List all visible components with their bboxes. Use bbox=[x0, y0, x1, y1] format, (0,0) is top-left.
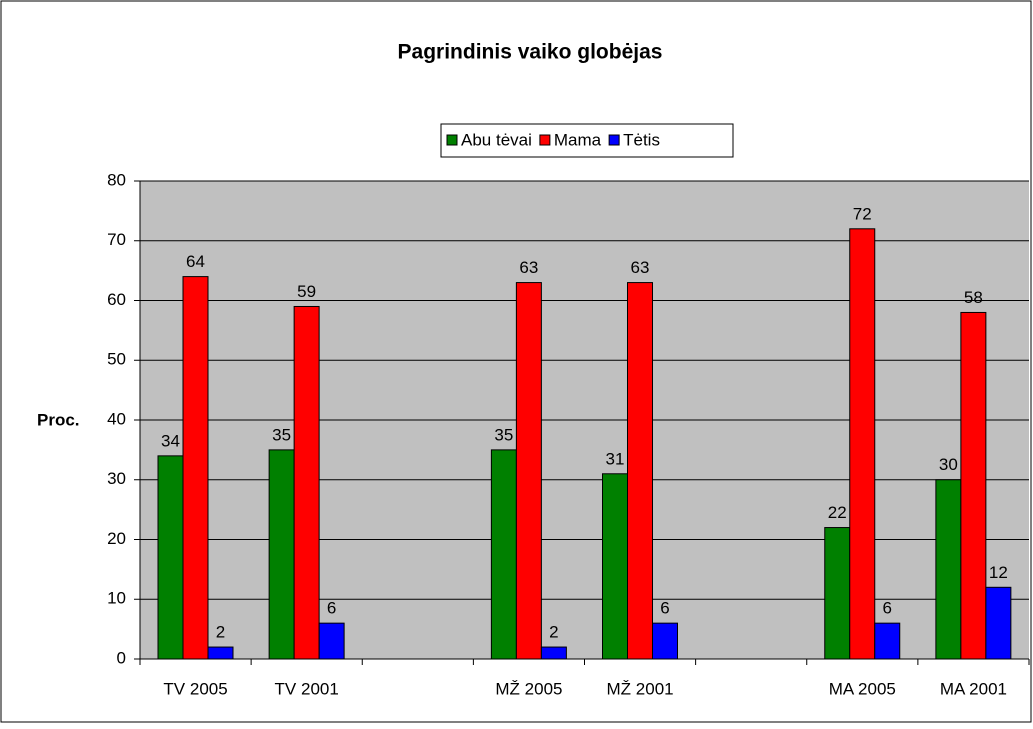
data-label: 35 bbox=[494, 425, 513, 444]
y-tick-label: 60 bbox=[107, 290, 126, 309]
bar bbox=[824, 527, 851, 660]
bar bbox=[182, 276, 209, 660]
x-tick-label: MA 2005 bbox=[829, 679, 896, 698]
bar bbox=[960, 311, 987, 660]
legend-swatch bbox=[446, 134, 458, 146]
legend-label: Abu tėvai bbox=[461, 130, 532, 149]
y-tick-label: 30 bbox=[107, 469, 126, 488]
y-tick-label: 0 bbox=[117, 648, 126, 667]
data-label: 35 bbox=[272, 425, 291, 444]
x-tick-label: TV 2005 bbox=[163, 679, 227, 698]
bar bbox=[874, 622, 901, 660]
data-label: 59 bbox=[297, 282, 316, 301]
legend-box bbox=[440, 123, 734, 158]
bar bbox=[849, 228, 876, 660]
y-axis-label: Proc. bbox=[37, 410, 80, 429]
y-tick-label: 40 bbox=[107, 409, 126, 428]
data-label: 34 bbox=[161, 431, 180, 450]
data-label: 64 bbox=[186, 252, 205, 271]
data-label: 2 bbox=[216, 623, 225, 642]
bar bbox=[157, 455, 184, 660]
data-label: 12 bbox=[989, 563, 1008, 582]
bar bbox=[515, 282, 542, 660]
data-label: 58 bbox=[964, 288, 983, 307]
bar bbox=[293, 305, 320, 660]
legend-label: Tėtis bbox=[623, 130, 660, 149]
bar bbox=[602, 473, 628, 660]
bar bbox=[207, 646, 234, 660]
data-label: 63 bbox=[631, 258, 650, 277]
x-tick-label: MŽ 2005 bbox=[495, 679, 562, 698]
bar bbox=[490, 449, 517, 660]
data-label: 6 bbox=[660, 599, 669, 618]
chart-title: Pagrindinis vaiko globėjas bbox=[398, 41, 663, 64]
x-tick-label: TV 2001 bbox=[275, 679, 339, 698]
x-tick-label: MA 2001 bbox=[940, 679, 1007, 698]
data-label: 2 bbox=[549, 623, 558, 642]
legend-swatch bbox=[539, 134, 551, 146]
bar bbox=[268, 449, 295, 660]
data-label: 6 bbox=[327, 599, 336, 618]
legend-label: Mama bbox=[554, 130, 602, 149]
bar bbox=[935, 479, 962, 660]
data-label: 22 bbox=[828, 503, 847, 522]
y-tick-label: 50 bbox=[107, 350, 126, 369]
bar bbox=[540, 646, 567, 660]
y-tick-label: 80 bbox=[107, 170, 126, 189]
bar bbox=[652, 622, 678, 660]
data-label: 30 bbox=[939, 455, 958, 474]
legend-swatch bbox=[608, 134, 620, 146]
data-label: 6 bbox=[883, 599, 892, 618]
data-label: 63 bbox=[519, 258, 538, 277]
bar bbox=[985, 586, 1012, 660]
data-label: 31 bbox=[606, 449, 625, 468]
bar bbox=[318, 622, 345, 660]
data-label: 72 bbox=[853, 204, 872, 223]
x-tick-label: MŽ 2001 bbox=[607, 679, 674, 698]
bar bbox=[627, 282, 653, 660]
y-tick-label: 20 bbox=[107, 529, 126, 548]
y-tick-label: 70 bbox=[107, 230, 126, 249]
y-tick-label: 10 bbox=[107, 589, 126, 608]
